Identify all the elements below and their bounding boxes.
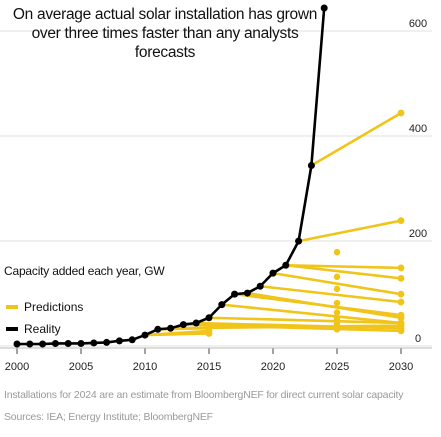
prediction-line: [272, 271, 402, 296]
x-axis-ticks: 2000 2005 2010 2015 2020 2025 2030: [0, 347, 432, 373]
prediction-point: [397, 298, 405, 306]
reality-point: [218, 301, 226, 309]
chart-title: On average actual solar installation has…: [0, 5, 330, 62]
prediction-line: [247, 291, 402, 320]
prediction-line: [208, 316, 402, 325]
reality-point: [128, 336, 136, 344]
reality-point: [141, 331, 149, 339]
legend-item-predictions: Predictions: [6, 296, 83, 318]
title-line-1: On average actual solar installation has…: [12, 6, 318, 23]
reality-point: [295, 237, 303, 245]
reality-point: [179, 321, 187, 329]
legend-swatch-predictions: [6, 305, 18, 309]
prediction-line: [196, 321, 402, 330]
y-tick-label: 600: [409, 18, 427, 30]
prediction-point: [333, 285, 341, 293]
x-tick-label: 2030: [389, 361, 413, 373]
prediction-point: [333, 299, 341, 307]
prediction-point: [333, 315, 341, 322]
reality-point: [269, 269, 277, 277]
footer-note: Installations for 2024 are an estimate f…: [4, 389, 404, 401]
footer-sources: Sources: IEA; Energy Institute; Bloomber…: [4, 411, 213, 423]
legend-item-reality: Reality: [6, 318, 83, 340]
prediction-point: [397, 217, 405, 225]
prediction-point: [333, 309, 341, 316]
reality-point: [77, 339, 85, 347]
y-tick-label: 0: [415, 333, 421, 345]
x-tick-label: 2005: [69, 361, 93, 373]
reality-point: [192, 319, 200, 327]
reality-point: [167, 324, 175, 332]
x-tick-label: 2015: [197, 361, 221, 373]
title-line-3: forecasts: [134, 44, 196, 61]
reality-point: [320, 4, 328, 12]
legend-label-reality: Reality: [24, 322, 61, 336]
prediction-line: [298, 219, 402, 243]
reality-point: [243, 289, 251, 297]
predictions-layer: [144, 109, 405, 337]
reality-point: [282, 261, 290, 269]
reality-point: [256, 282, 264, 290]
prediction-line: [310, 111, 402, 167]
prediction-point: [397, 109, 405, 117]
reality-point: [307, 162, 315, 169]
legend-label-predictions: Predictions: [24, 300, 84, 314]
y-tick-label: 200: [409, 228, 427, 240]
prediction-point: [333, 326, 341, 333]
reality-point: [231, 290, 239, 298]
prediction-line: [285, 263, 402, 280]
prediction-point: [333, 248, 341, 256]
y-axis-label: Capacity added each year, GW: [4, 264, 165, 278]
prediction-point: [333, 320, 341, 328]
prediction-point: [397, 264, 405, 272]
prediction-point: [397, 319, 405, 327]
reality-point: [154, 325, 162, 333]
y-tick-label: 400: [409, 123, 427, 135]
legend-swatch-reality: [6, 327, 18, 331]
x-tick-label: 2010: [133, 361, 157, 373]
reality-layer: [13, 4, 328, 348]
prediction-point: [397, 324, 405, 332]
legend: Predictions Reality: [6, 296, 83, 340]
reality-point: [115, 337, 123, 345]
reality-point: [90, 339, 98, 347]
prediction-point: [205, 324, 213, 332]
x-tick-label: 2025: [325, 361, 349, 373]
title-line-2: over three times faster than any analyst…: [31, 25, 299, 42]
reality-point: [103, 338, 111, 346]
reality-point: [13, 340, 21, 348]
x-tick-label: 2020: [261, 361, 285, 373]
gridlines: [0, 30, 432, 347]
prediction-line: [285, 263, 402, 270]
reality-point: [39, 340, 47, 348]
prediction-point: [397, 274, 405, 282]
reality-point: [51, 339, 59, 347]
prediction-point: [397, 290, 405, 298]
prediction-line: [144, 329, 210, 337]
prediction-line: [183, 323, 402, 333]
reality-point: [26, 340, 34, 348]
y-axis-ticks: 0 200 400 600: [409, 18, 427, 345]
x-tick-label: 2000: [5, 361, 29, 373]
prediction-point: [333, 273, 341, 280]
prediction-point: [397, 314, 405, 322]
reality-point: [64, 339, 72, 347]
reality-point: [205, 314, 213, 322]
prediction-line: [221, 303, 402, 325]
prediction-line: [260, 284, 402, 304]
